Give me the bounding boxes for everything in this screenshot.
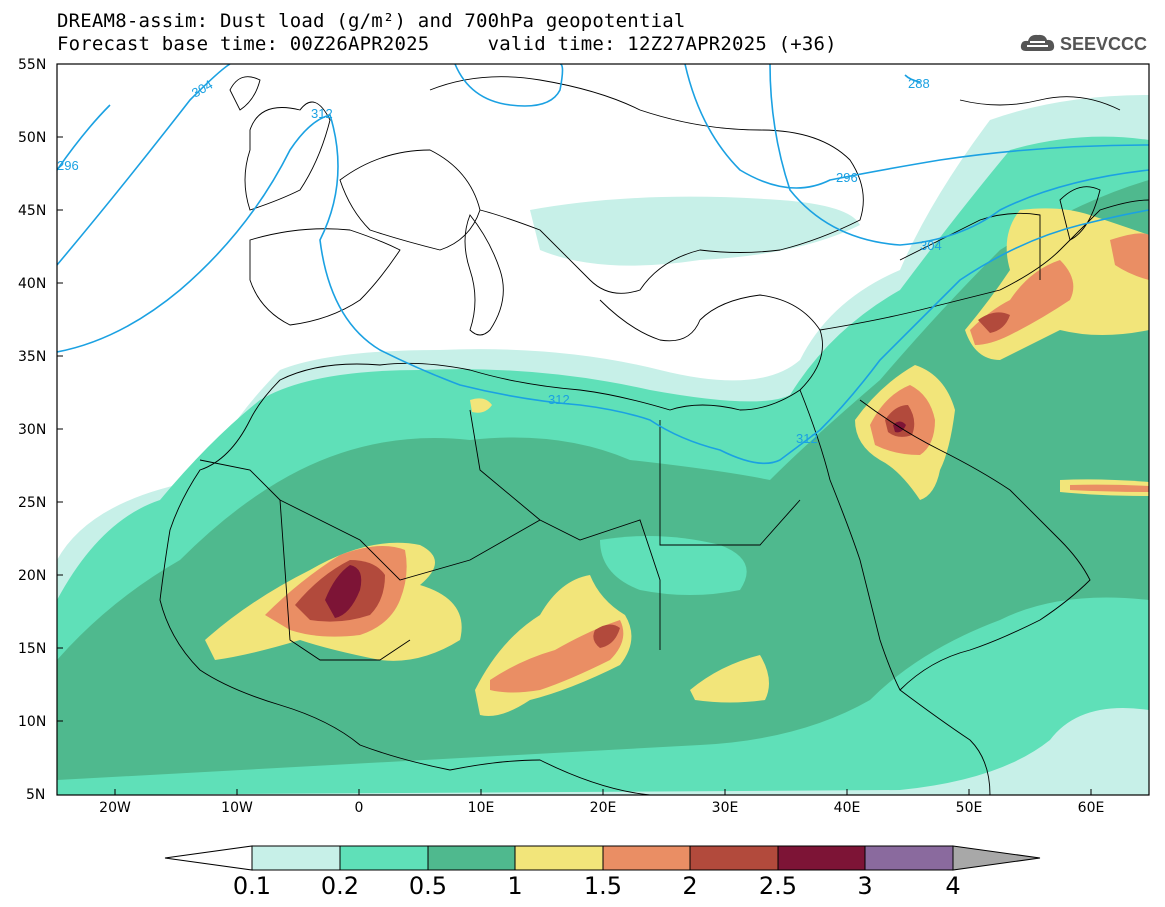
- lat-label: 20N: [18, 568, 47, 584]
- lat-label: 50N: [18, 130, 47, 146]
- colorbar-over-arrow: [952, 845, 1041, 871]
- colorbar-segment: [864, 845, 954, 871]
- contour-label: 296: [836, 170, 858, 185]
- lon-label: 20E: [589, 800, 617, 816]
- cloud-icon: [1020, 34, 1055, 51]
- contour-label: 288: [908, 76, 930, 91]
- lat-label: 30N: [18, 422, 47, 438]
- colorbar-segment: [251, 845, 341, 871]
- logo-text: SEEVCCC: [1060, 34, 1147, 54]
- colorbar-label: 2: [682, 872, 698, 900]
- lon-label: 0: [354, 800, 364, 816]
- colorbar: [164, 845, 1041, 871]
- dust-fields: [57, 95, 1149, 795]
- contour-label: 312: [796, 431, 818, 446]
- lon-label: 40E: [833, 800, 861, 816]
- map-subtitle-times: Forecast base time: 00Z26APR2025 valid t…: [57, 33, 837, 55]
- colorbar-label: 0.1: [232, 872, 272, 900]
- lat-label: 40N: [18, 276, 47, 292]
- colorbar-label: 4: [945, 872, 961, 900]
- geopotential-contours: [57, 64, 1149, 465]
- lat-label: 5N: [26, 787, 46, 803]
- lon-label: 60E: [1077, 800, 1105, 816]
- lon-label: 10E: [467, 800, 495, 816]
- axis-ticks: [57, 136, 1092, 795]
- coastlines-borders: [159, 76, 1149, 795]
- lon-label: 10W: [221, 800, 253, 816]
- lat-label: 55N: [18, 57, 47, 73]
- colorbar-label: 0.2: [320, 872, 360, 900]
- lat-label: 35N: [18, 349, 47, 365]
- colorbar-segment: [427, 845, 516, 871]
- lat-label: 45N: [18, 203, 47, 219]
- lat-label: 25N: [18, 495, 47, 511]
- colorbar-label: 0.5: [408, 872, 448, 900]
- colorbar-segment: [602, 845, 691, 871]
- map-title: DREAM8-assim: Dust load (g/m²) and 700hP…: [57, 10, 686, 32]
- colorbar-under-arrow: [164, 845, 253, 871]
- lon-label: 50E: [955, 800, 983, 816]
- lat-label: 15N: [18, 641, 47, 657]
- contour-label: 312: [311, 106, 333, 121]
- colorbar-label: 2.5: [758, 872, 798, 900]
- colorbar-label: 1: [507, 872, 523, 900]
- lon-label: 30E: [711, 800, 739, 816]
- colorbar-segment: [339, 845, 429, 871]
- lat-label: 10N: [18, 714, 47, 730]
- colorbar-segment: [689, 845, 779, 871]
- seevccc-logo: SEEVCCC: [1020, 34, 1147, 54]
- colorbar-segment: [777, 845, 866, 871]
- colorbar-label: 3: [857, 872, 873, 900]
- contour-label: 304: [920, 238, 942, 253]
- contour-label: 296: [57, 158, 79, 173]
- colorbar-segment: [514, 845, 604, 871]
- colorbar-label: 1.5: [583, 872, 623, 900]
- lon-label: 20W: [99, 800, 131, 816]
- contour-label: 312: [548, 392, 570, 407]
